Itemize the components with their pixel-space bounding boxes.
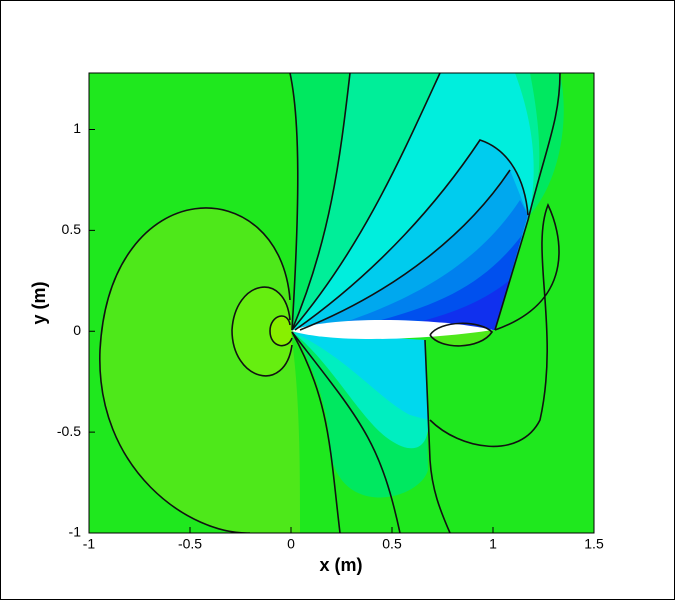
x-tick-label: -0.5: [178, 536, 202, 552]
y-tick-label: -0.5: [57, 423, 81, 439]
y-tick-label: 0.5: [62, 221, 82, 237]
y-tick-label: 1: [73, 120, 81, 136]
y-axis-label: y (m): [29, 281, 49, 324]
y-tick-label: 0: [73, 322, 81, 338]
x-tick-label: 1: [489, 536, 497, 552]
x-tick-label: 0.5: [382, 536, 402, 552]
x-tick-label: 0: [287, 536, 295, 552]
plot-border: [88, 72, 595, 534]
contour-field: [89, 73, 594, 533]
x-tick-label: 1.5: [584, 536, 604, 552]
x-axis-label: x (m): [319, 555, 362, 575]
x-tick-label: -1: [83, 536, 96, 552]
y-tick-label: -1: [69, 524, 82, 540]
